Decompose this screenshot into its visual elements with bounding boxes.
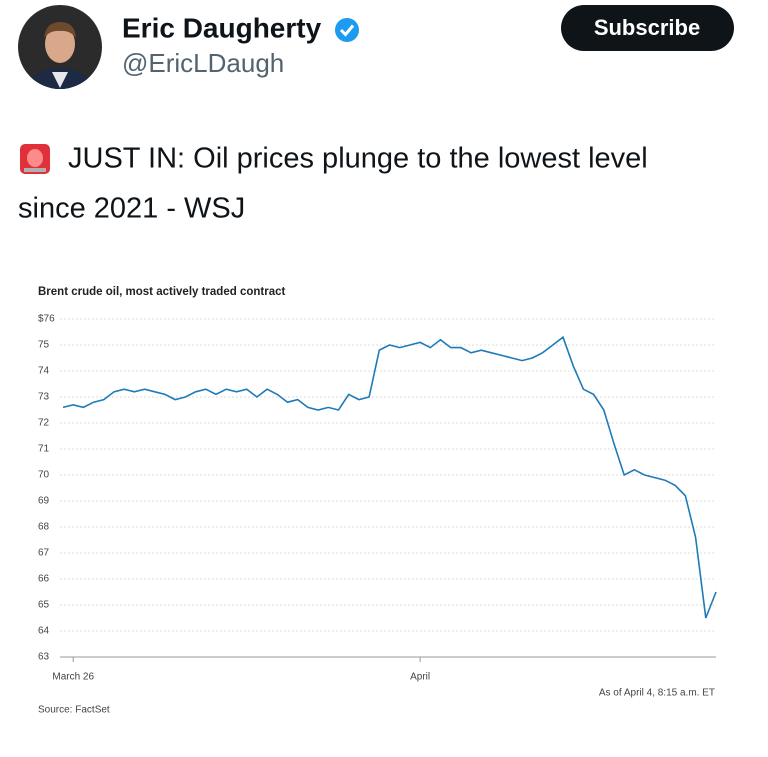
y-tick-label: 70 [38, 470, 50, 481]
subscribe-button[interactable] [561, 5, 734, 51]
y-tick-label: 71 [38, 444, 50, 455]
handle: @EricLDaugh [122, 48, 284, 78]
y-tick-label: 75 [38, 340, 50, 351]
subscribe-label[interactable]: Subscribe [594, 15, 700, 40]
chart-source: Source: FactSet [38, 705, 110, 716]
y-tick-label: $76 [38, 314, 55, 325]
tweet-text: JUST IN: Oil prices plunge to the lowest… [68, 143, 648, 175]
tweet-text: since 2021 - WSJ [18, 193, 245, 225]
y-tick-label: 66 [38, 574, 50, 585]
siren-icon [20, 144, 50, 174]
y-tick-label: 74 [38, 366, 50, 377]
y-tick-label: 67 [38, 548, 50, 559]
y-tick-label: 69 [38, 496, 50, 507]
y-tick-label: 68 [38, 522, 50, 533]
verified-badge [335, 18, 359, 42]
chart-note: As of April 4, 8:15 a.m. ET [599, 688, 715, 699]
y-tick-label: 63 [38, 652, 50, 663]
chart: 63 64 65 66 67 68 69 70 71 72 73 74 75 $76 March 26 Apr… [38, 314, 717, 683]
x-tick-label: April [410, 672, 430, 683]
y-tick-label: 72 [38, 418, 50, 429]
chart-title: Brent crude oil, most actively traded co… [38, 286, 285, 298]
display-name: Eric Daugherty [122, 12, 322, 43]
y-tick-label: 73 [38, 392, 50, 403]
y-tick-label: 64 [38, 626, 50, 637]
x-tick-label: March 26 [52, 672, 94, 683]
avatar [18, 5, 102, 89]
price-line [62, 335, 717, 619]
y-tick-label: 65 [38, 600, 50, 611]
